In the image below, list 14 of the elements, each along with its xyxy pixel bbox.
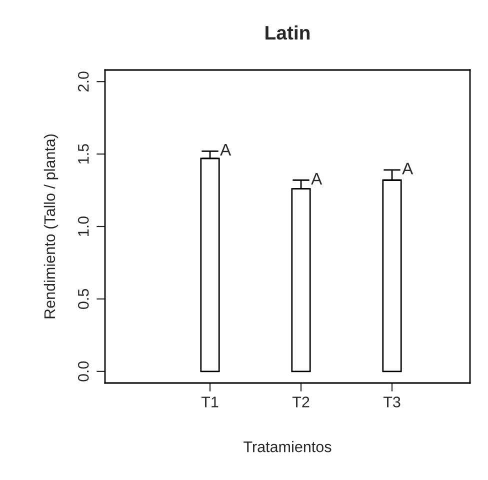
y-tick-label: 1.0: [78, 216, 89, 236]
y-tick-label: 1.5: [78, 144, 89, 164]
y-tick-label: 0.0: [78, 361, 89, 382]
annotation: A: [311, 172, 322, 184]
annotation: A: [402, 162, 414, 174]
y-tick-label: 2.0: [78, 72, 89, 92]
annotation: A: [220, 144, 232, 156]
x-tick-label: T2: [292, 396, 310, 408]
chart-title: Latin: [266, 25, 310, 40]
x-tick-label: T1: [201, 396, 218, 408]
y-tick-label: 0.5: [78, 288, 89, 309]
x-tick-label: T3: [383, 396, 400, 408]
x-axis-title: Tratamientos: [244, 440, 332, 452]
y-axis-title: Rendimiento (Tallo / planta): [44, 134, 58, 318]
